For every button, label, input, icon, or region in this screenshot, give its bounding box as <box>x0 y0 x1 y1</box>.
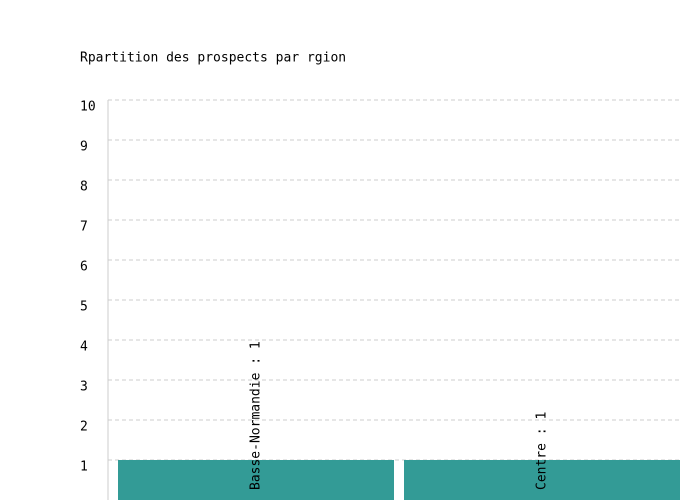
y-tick-label: 9 <box>80 140 88 155</box>
y-tick-label: 3 <box>80 380 88 395</box>
y-tick-label: 6 <box>80 260 88 275</box>
y-tick-label: 1 <box>80 460 88 475</box>
chart-title: Rpartition des prospects par rgion <box>80 51 346 66</box>
y-tick-label: 5 <box>80 300 88 315</box>
y-tick-label: 8 <box>80 180 88 195</box>
y-tick-label: 4 <box>80 340 88 355</box>
bar <box>404 460 680 500</box>
y-tick-label: 2 <box>80 420 88 435</box>
y-tick-label: 10 <box>80 100 96 115</box>
bar <box>118 460 394 500</box>
y-tick-label: 7 <box>80 220 88 235</box>
value-label: Centre : 1 <box>535 412 550 490</box>
value-label: Basse-Normandie : 1 <box>249 341 264 490</box>
